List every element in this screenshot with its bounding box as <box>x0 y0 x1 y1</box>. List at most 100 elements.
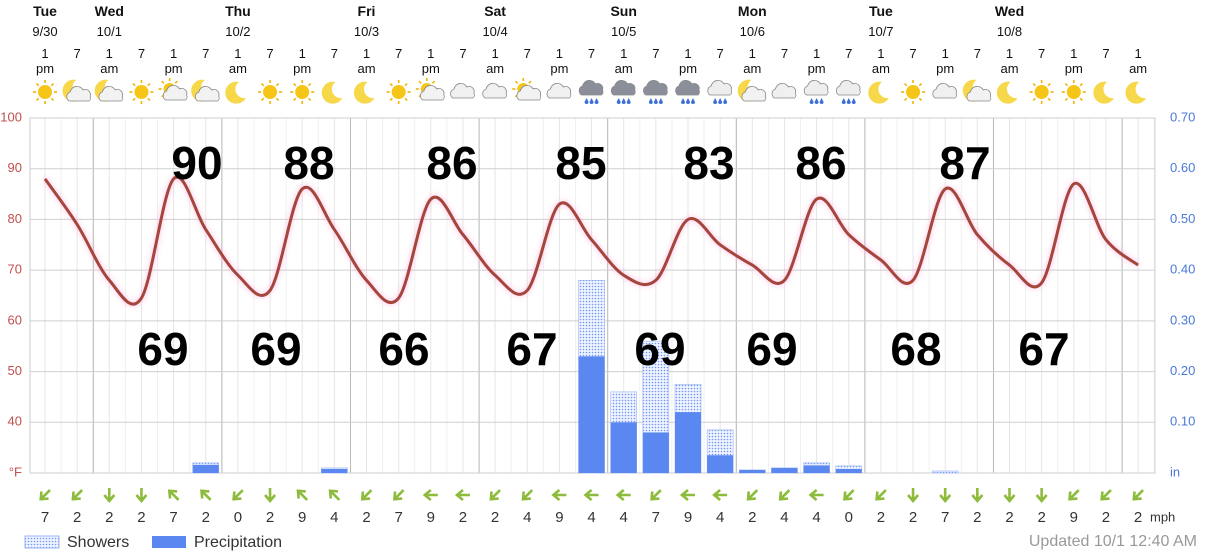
rain-drop <box>814 98 819 104</box>
sun-ray <box>147 97 151 102</box>
sun-ray <box>1047 97 1051 102</box>
rain-drop <box>621 98 626 104</box>
weather-icon <box>415 78 445 101</box>
wind-speed: 2 <box>362 509 370 526</box>
wind-arrow <box>135 488 148 504</box>
weather-icon <box>353 81 375 104</box>
wind-speed: 4 <box>620 509 628 526</box>
hour-label: 1 pm <box>936 46 955 76</box>
y2-tick-label: 0.40 <box>1170 262 1195 277</box>
weather-icon <box>835 80 861 104</box>
cloud <box>482 83 507 99</box>
day-name: Tue <box>33 3 57 19</box>
sun-ray <box>1032 97 1036 102</box>
weather-icon <box>386 80 411 104</box>
rain-drop <box>658 98 663 104</box>
hour-label: 1 am <box>871 46 890 76</box>
hour-label: 7 <box>137 46 146 61</box>
rain-drop <box>718 98 723 104</box>
wind-speed: 2 <box>1134 509 1142 526</box>
wind-speed: 9 <box>684 509 692 526</box>
cloud <box>66 86 91 102</box>
sun-ray <box>293 97 297 102</box>
hour-label: 7 <box>202 46 210 61</box>
sun-ray <box>275 97 280 102</box>
hour-label: 7 <box>973 46 981 61</box>
hour-label: 1 am <box>1000 46 1019 76</box>
low-label: 69 <box>634 323 685 375</box>
wind-arrow <box>583 489 599 501</box>
weather-icon <box>901 80 926 104</box>
wind-speed: 2 <box>1005 509 1013 526</box>
cloud <box>516 85 542 101</box>
sun-ray <box>1032 82 1036 87</box>
sun-ray <box>1079 97 1083 102</box>
sun <box>1034 85 1049 99</box>
weather-icon <box>321 81 343 104</box>
wind-speed: 9 <box>1070 509 1078 526</box>
cloud <box>707 80 732 96</box>
sun-ray <box>132 82 136 87</box>
moon <box>1125 81 1147 104</box>
hour-label: 1 pm <box>550 46 569 76</box>
weather-icon <box>803 80 829 104</box>
wind-arrow <box>808 489 824 501</box>
rain-drop <box>686 98 690 104</box>
hour-label: 1 pm <box>35 46 55 76</box>
hour-label: 7 <box>652 46 660 61</box>
wind-speed: 4 <box>587 509 595 526</box>
moon <box>996 81 1018 104</box>
wind-arrow <box>746 489 759 501</box>
legend-swatch <box>152 536 186 548</box>
high-label: 83 <box>683 137 734 189</box>
hour-label: 1 pm <box>421 46 440 76</box>
weather-icon <box>33 80 57 104</box>
day-name: Sun <box>610 3 637 19</box>
wind-arrow <box>103 488 116 504</box>
day-date: 10/4 <box>482 24 508 39</box>
sun-ray <box>918 82 923 87</box>
y2-tick-label: in <box>1170 464 1180 479</box>
y2-tick-label: 0.20 <box>1170 363 1195 378</box>
weather-icon <box>62 79 91 102</box>
rain-drop <box>681 98 685 104</box>
hour-label: 7 <box>459 46 467 61</box>
wind-speed: 2 <box>877 509 885 526</box>
low-label: 66 <box>378 323 429 375</box>
y2-tick-label: 0.50 <box>1170 211 1195 226</box>
moon <box>1093 81 1114 104</box>
rain-drop <box>648 98 653 104</box>
y-tick-label: 100 <box>0 109 22 124</box>
wind-arrow <box>200 489 212 501</box>
day-name: Wed <box>94 3 124 19</box>
day-date: 10/8 <box>996 24 1023 39</box>
weather-icon <box>450 83 475 99</box>
sun-ray <box>404 82 408 87</box>
precipitation-bar <box>192 464 219 473</box>
day-date: 10/7 <box>868 24 894 39</box>
legend-swatch <box>24 535 60 549</box>
moon <box>868 81 889 104</box>
high-label: 86 <box>426 137 477 189</box>
moon <box>225 81 246 104</box>
weather-icon <box>129 80 154 104</box>
sun-ray <box>293 82 297 87</box>
moon <box>321 81 343 104</box>
weather-icon <box>512 78 542 101</box>
wind-arrow <box>1132 489 1144 501</box>
hour-label: 7 <box>587 46 596 61</box>
legend-label: Precipitation <box>194 534 282 551</box>
y-tick-label: 70 <box>8 262 22 277</box>
sun-ray <box>147 82 151 87</box>
cloud <box>98 86 124 102</box>
sun-ray <box>404 97 408 102</box>
y-tick-label: 50 <box>8 363 22 378</box>
sun-ray <box>1064 97 1069 102</box>
precipitation-bar <box>578 356 605 473</box>
cloud <box>194 86 220 102</box>
high-label: 90 <box>171 137 222 189</box>
day-date: 10/3 <box>353 24 380 39</box>
cloud <box>932 83 958 99</box>
rain-drop <box>713 98 718 104</box>
